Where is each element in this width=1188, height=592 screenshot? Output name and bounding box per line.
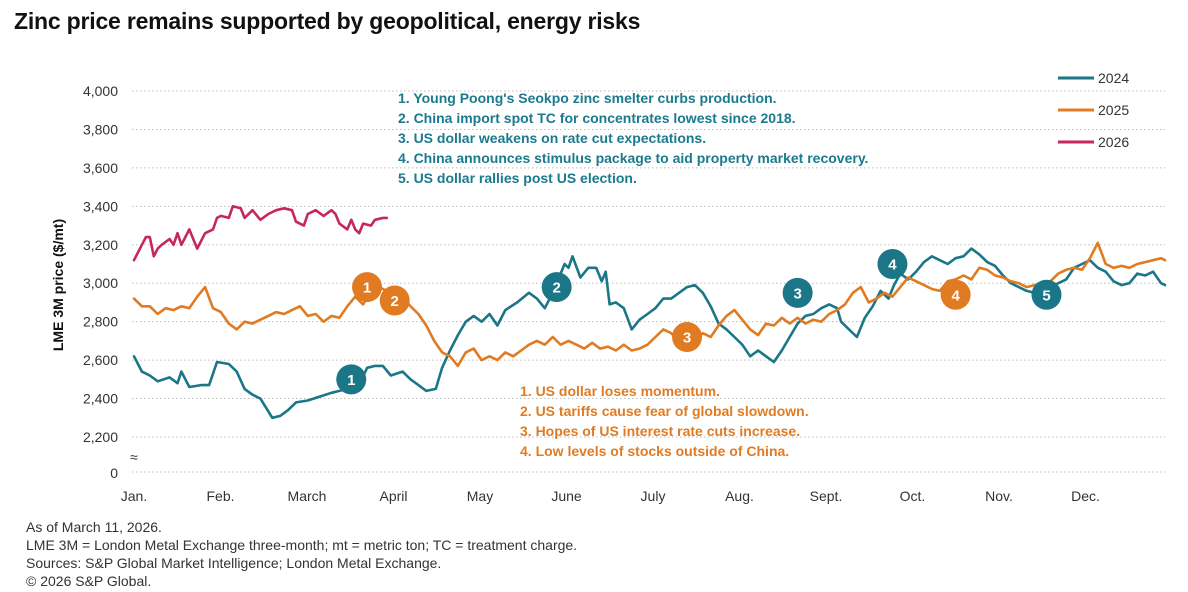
annotation-marker-2025-3 [672, 322, 703, 353]
footnote-date: As of March 11, 2026. [26, 519, 162, 535]
note-2024-item: 3. US dollar weakens on rate cut expecta… [398, 130, 706, 146]
annotation-marker-label: 2 [391, 293, 399, 310]
axis-break-icon: ≈ [130, 449, 138, 465]
legend-label-2025: 2025 [1098, 102, 1129, 118]
annotation-marker-2024-5 [1031, 279, 1062, 310]
x-tick-label: Feb. [206, 488, 234, 504]
y-tick-label: 3,200 [83, 237, 118, 253]
series-line-2026 [132, 205, 389, 262]
y-tick-label: 2,600 [83, 352, 118, 368]
note-2024-item: 4. China announces stimulus package to a… [398, 150, 868, 166]
annotation-marker-2025-1 [352, 272, 383, 303]
series-lines [132, 205, 1167, 420]
footnote-sources: Sources: S&P Global Market Intelligence;… [26, 555, 442, 571]
gridlines [132, 90, 1165, 473]
y-axis-label: LME 3M price ($/mt) [50, 219, 66, 351]
y-tick-label: 3,800 [83, 121, 118, 137]
y-tick-label: 4,000 [83, 83, 118, 99]
note-2025-item: 1. US dollar loses momentum. [520, 383, 720, 399]
annotation-markers: 1 2 3 4 5 1 2 3 4 [336, 249, 1062, 395]
x-tick-label: Sept. [810, 488, 843, 504]
x-tick-label: Jan. [121, 488, 147, 504]
annotation-marker-2024-4 [877, 249, 908, 279]
y-tick-label: 2,400 [83, 391, 118, 407]
note-2024-item: 1. Young Poong's Seokpo zinc smelter cur… [398, 90, 777, 106]
annotation-marker-label: 1 [347, 372, 355, 389]
y-tick-label: 3,400 [83, 198, 118, 214]
legend-label-2026: 2026 [1098, 134, 1129, 150]
note-2024-item: 5. US dollar rallies post US election. [398, 170, 637, 186]
y-axis-ticks: 4,000 3,800 3,600 3,400 3,200 3,000 2,800 2,600… [83, 83, 118, 481]
y-tick-label: 3,600 [83, 160, 118, 176]
annotation-marker-label: 1 [363, 280, 371, 297]
x-axis-ticks: Jan. Feb. March April May June July Aug. Sept. Oc… [121, 488, 1100, 504]
y-tick-label-zero: 0 [110, 465, 118, 481]
annotation-notes: 1. Young Poong's Seokpo zinc smelter cur… [398, 90, 868, 459]
annotation-marker-label: 4 [888, 257, 897, 274]
annotation-marker-label: 4 [951, 287, 960, 304]
annotation-marker-label: 2 [552, 280, 560, 297]
annotation-marker-2024-1 [336, 364, 367, 395]
chart-title: Zinc price remains supported by geopolit… [14, 8, 641, 34]
note-2025-item: 4. Low levels of stocks outside of China… [520, 443, 789, 459]
y-tick-label: 3,000 [83, 275, 118, 291]
y-tick-label: 2,200 [83, 429, 118, 445]
series-line-2024 [132, 247, 1167, 420]
y-tick-label: 2,800 [83, 314, 118, 330]
note-2025-item: 2. US tariffs cause fear of global slowd… [520, 403, 809, 419]
series-line-2025 [132, 241, 1167, 368]
annotation-marker-2025-2 [379, 285, 410, 316]
x-tick-label: Aug. [725, 488, 754, 504]
annotation-marker-label: 5 [1042, 287, 1050, 304]
note-2024-item: 2. China import spot TC for concentrates… [398, 110, 796, 126]
x-tick-label: July [641, 488, 666, 504]
x-tick-label: March [288, 488, 327, 504]
annotation-marker-2025-4 [940, 279, 971, 310]
annotation-marker-2024-3 [782, 277, 813, 308]
annotation-marker-label: 3 [793, 285, 801, 302]
axis-break: ≈ [130, 449, 138, 465]
x-tick-label: June [551, 488, 582, 504]
footnote-copyright: © 2026 S&P Global. [26, 573, 152, 589]
x-tick-label: Nov. [985, 488, 1013, 504]
x-tick-label: April [379, 488, 407, 504]
legend: 2024 2025 2026 [1058, 70, 1129, 150]
x-tick-label: Oct. [900, 488, 926, 504]
footnotes: As of March 11, 2026. LME 3M = London Me… [26, 518, 577, 590]
annotation-marker-2024-2 [541, 272, 572, 303]
x-tick-label: May [467, 488, 493, 504]
footnote-abbreviations: LME 3M = London Metal Exchange three-mon… [26, 537, 578, 553]
x-tick-label: Dec. [1071, 488, 1100, 504]
legend-label-2024: 2024 [1098, 70, 1129, 86]
note-2025-item: 3. Hopes of US interest rate cuts increa… [520, 423, 800, 439]
annotation-marker-label: 3 [683, 330, 691, 347]
